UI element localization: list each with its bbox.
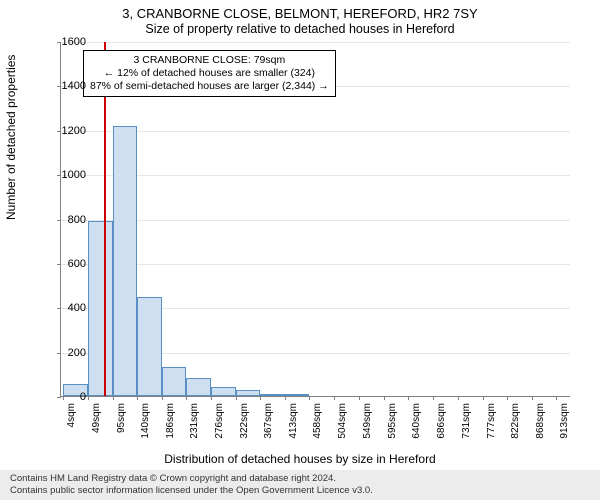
y-axis-label: Number of detached properties [4,55,18,220]
x-tick-label: 95sqm [116,403,127,447]
chart-title: 3, CRANBORNE CLOSE, BELMONT, HEREFORD, H… [0,6,600,21]
x-tick-label: 504sqm [337,403,348,447]
x-tick-label: 595sqm [387,403,398,447]
x-axis-label: Distribution of detached houses by size … [0,452,600,466]
y-tick-label: 0 [44,391,86,403]
gridline [61,264,570,265]
x-tick-label: 322sqm [239,403,250,447]
x-tick-label: 231sqm [189,403,200,447]
histogram-bar [113,126,137,396]
x-tick-label: 731sqm [461,403,472,447]
x-tick-mark [507,396,508,400]
x-tick-mark [162,396,163,400]
x-tick-label: 49sqm [91,403,102,447]
x-tick-mark [384,396,385,400]
x-tick-label: 367sqm [263,403,274,447]
footer-attribution: Contains HM Land Registry data © Crown c… [0,470,600,500]
annotation-box: 3 CRANBORNE CLOSE: 79sqm← 12% of detache… [83,50,336,97]
footer-line-2: Contains public sector information licen… [10,485,590,497]
x-tick-mark [359,396,360,400]
x-tick-mark [137,396,138,400]
x-tick-mark [334,396,335,400]
x-tick-label: 140sqm [140,403,151,447]
x-tick-label: 458sqm [312,403,323,447]
x-tick-mark [113,396,114,400]
y-tick-label: 400 [44,302,86,314]
x-tick-mark [458,396,459,400]
y-tick-label: 1600 [44,36,86,48]
histogram-bar [236,390,260,396]
histogram-bar [162,367,186,396]
histogram-bar [211,387,236,396]
x-tick-label: 276sqm [214,403,225,447]
x-tick-label: 549sqm [362,403,373,447]
y-tick-label: 1400 [44,80,86,92]
x-tick-mark [88,396,89,400]
gridline [61,175,570,176]
y-tick-label: 1000 [44,169,86,181]
x-tick-label: 913sqm [559,403,570,447]
histogram-bar [260,394,285,396]
gridline [61,131,570,132]
x-tick-mark [556,396,557,400]
y-tick-label: 200 [44,347,86,359]
x-tick-mark [260,396,261,400]
x-tick-label: 413sqm [288,403,299,447]
x-tick-label: 686sqm [436,403,447,447]
annotation-line3: 87% of semi-detached houses are larger (… [90,80,329,93]
x-tick-mark [483,396,484,400]
y-tick-label: 600 [44,258,86,270]
x-tick-mark [186,396,187,400]
footer-line-1: Contains HM Land Registry data © Crown c… [10,473,590,485]
x-tick-mark [433,396,434,400]
histogram-bar [88,221,113,396]
x-tick-mark [285,396,286,400]
x-tick-label: 868sqm [535,403,546,447]
x-tick-label: 640sqm [411,403,422,447]
x-tick-mark [408,396,409,400]
x-tick-mark [236,396,237,400]
x-tick-label: 822sqm [510,403,521,447]
histogram-bar [137,297,162,396]
y-tick-label: 1200 [44,125,86,137]
x-tick-mark [309,396,310,400]
histogram-bar [285,394,309,396]
y-tick-label: 800 [44,214,86,226]
annotation-line2: ← 12% of detached houses are smaller (32… [90,67,329,80]
x-tick-label: 4sqm [66,403,77,447]
x-tick-label: 777sqm [486,403,497,447]
gridline [61,220,570,221]
x-tick-mark [532,396,533,400]
chart-subtitle: Size of property relative to detached ho… [0,22,600,36]
annotation-line1: 3 CRANBORNE CLOSE: 79sqm [90,54,329,67]
x-tick-mark [211,396,212,400]
gridline [61,42,570,43]
plot-area: 3 CRANBORNE CLOSE: 79sqm← 12% of detache… [60,42,570,397]
x-tick-label: 186sqm [165,403,176,447]
histogram-bar [186,378,210,396]
